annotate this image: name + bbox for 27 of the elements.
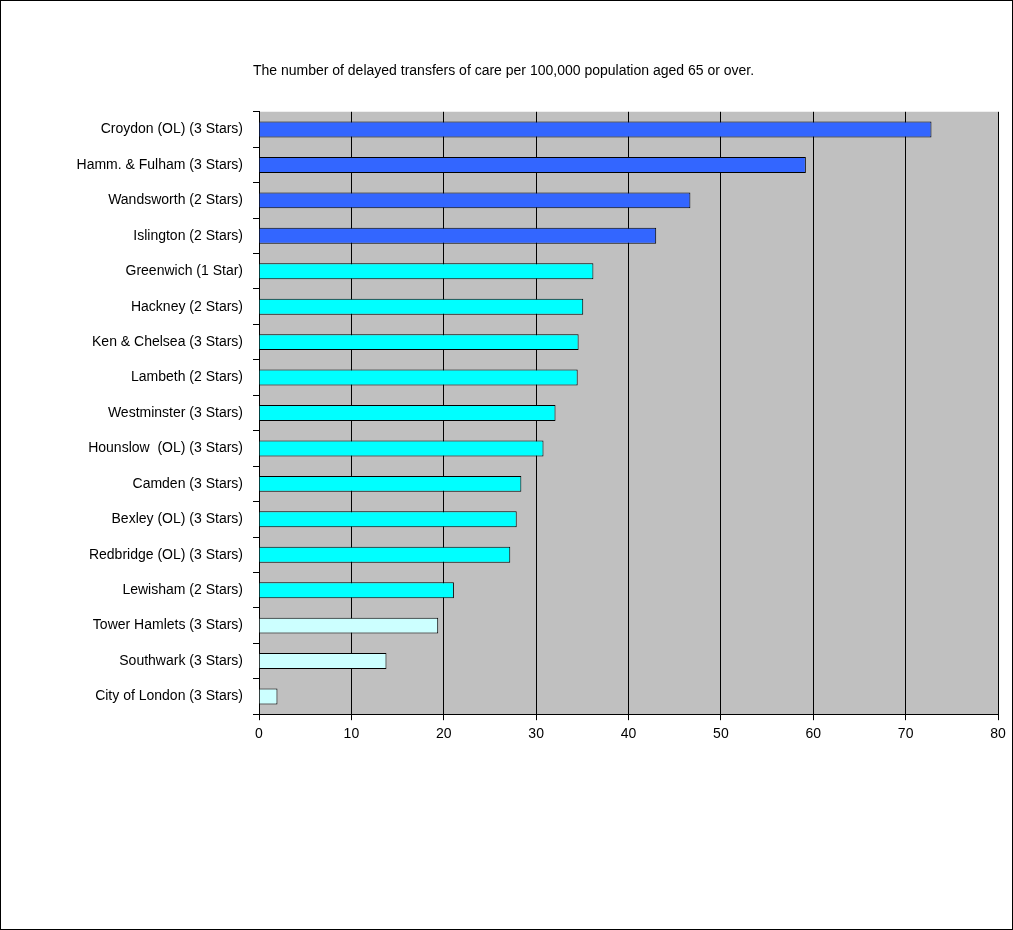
x-tick-label: 50 (713, 725, 729, 742)
x-tick-label: 70 (897, 725, 914, 742)
y-tick-label: Islington (2 Stars) (133, 226, 243, 243)
x-tick-label: 20 (435, 725, 452, 742)
y-tick-label: Lewisham (2 Stars) (122, 581, 243, 598)
x-tick-label: 10 (343, 725, 360, 742)
y-tick-label: Hackney (2 Stars) (130, 297, 243, 314)
y-tick-label: Wandsworth (2 Stars) (108, 191, 243, 208)
y-tick-label: Lambeth (2 Stars) (130, 368, 243, 385)
y-tick-label: City of London (3 Stars) (95, 687, 243, 704)
y-tick-label: Tower Hamlets (3 Stars) (92, 616, 243, 633)
x-tick-label: 80 (990, 725, 1006, 742)
y-tick-label: Hamm. & Fulham (3 Stars) (76, 155, 243, 172)
x-tick-label: 60 (805, 725, 822, 742)
y-tick-label: Croydon (OL) (3 Stars) (100, 120, 243, 137)
y-tick-label: Southwark (3 Stars) (119, 651, 243, 668)
y-tick-label: Redbridge (OL) (3 Stars) (88, 545, 243, 562)
x-tick-label: 40 (620, 725, 637, 742)
y-tick-label: Camden (3 Stars) (132, 474, 243, 491)
chart-title: The number of delayed transfers of care per 100,000 population aged 65 or over. (252, 62, 755, 79)
y-tick-label: Ken & Chelsea (3 Stars) (92, 332, 243, 349)
y-tick-label: Greenwich (1 Star) (125, 262, 243, 279)
y-tick-label: Hounslow (OL) (3 Stars) (88, 439, 243, 456)
y-tick-label: Westminster (3 Stars) (107, 403, 243, 420)
y-tick-label: Bexley (OL) (3 Stars) (111, 510, 243, 527)
x-tick-label: 0 (255, 725, 264, 742)
x-tick-label: 30 (528, 725, 545, 742)
